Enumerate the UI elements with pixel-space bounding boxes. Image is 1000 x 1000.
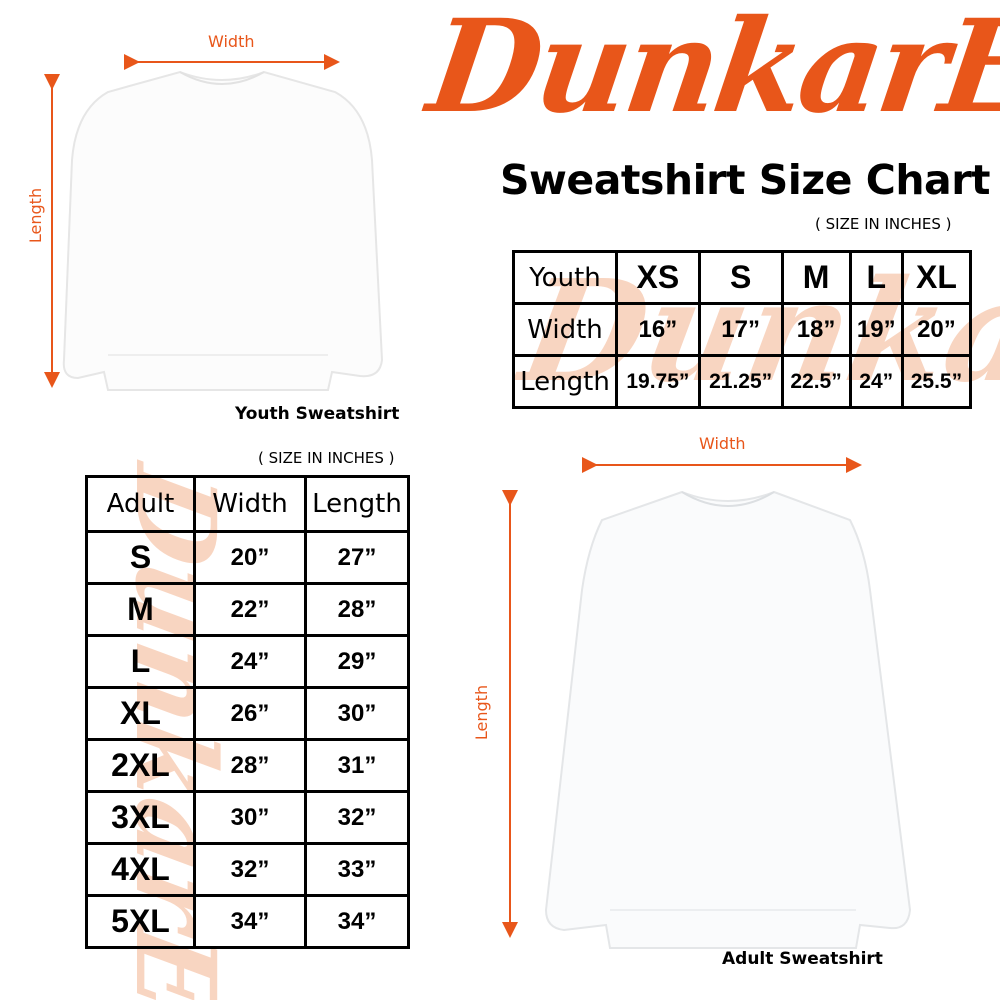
adult-units-note: ( SIZE IN INCHES ) — [258, 449, 395, 467]
table-cell: 16” — [615, 302, 701, 357]
youth-sweatshirt-image — [44, 54, 384, 391]
table-cell: 34” — [193, 894, 307, 949]
table-row: M 22” 28” — [85, 582, 410, 637]
table-header-cell: Length — [304, 475, 410, 533]
table-row: 5XL 34” 34” — [85, 894, 410, 949]
row-label: Width — [512, 302, 618, 357]
table-cell: 20” — [193, 530, 307, 585]
table-cell: 28” — [193, 738, 307, 793]
table-header-cell: M — [780, 250, 852, 305]
row-label: M — [85, 582, 196, 637]
youth-width-label: Width — [208, 32, 255, 51]
table-cell: 34” — [304, 894, 410, 949]
brand-logo: DunkarE — [420, 0, 1000, 142]
youth-size-table: Youth XS S M L XL Width 16” 17” 18” 19” … — [512, 250, 973, 409]
row-label: Length — [512, 354, 618, 409]
table-cell: 27” — [304, 530, 410, 585]
table-cell: 19” — [848, 302, 904, 357]
table-cell: 28” — [304, 582, 410, 637]
row-label: 4XL — [85, 842, 196, 897]
table-header-cell: S — [697, 250, 784, 305]
table-row: 2XL 28” 31” — [85, 738, 410, 793]
row-label: 5XL — [85, 894, 196, 949]
table-header-row: Adult Width Length — [85, 475, 410, 533]
table-row: Width 16” 17” 18” 19” 20” — [512, 302, 973, 357]
table-header-cell: Adult — [85, 475, 196, 533]
table-cell: 32” — [304, 790, 410, 845]
table-row: Length 19.75” 21.25” 22.5” 24” 25.5” — [512, 354, 973, 409]
table-header-cell: Youth — [512, 250, 618, 305]
table-cell: 29” — [304, 634, 410, 689]
adult-width-label: Width — [699, 434, 746, 453]
table-header-row: Youth XS S M L XL — [512, 250, 973, 305]
table-cell: 25.5” — [900, 354, 973, 409]
table-cell: 30” — [304, 686, 410, 741]
table-header-cell: Width — [193, 475, 307, 533]
table-cell: 22” — [193, 582, 307, 637]
table-header-cell: L — [848, 250, 904, 305]
table-cell: 33” — [304, 842, 410, 897]
row-label: XL — [85, 686, 196, 741]
table-cell: 17” — [697, 302, 784, 357]
table-cell: 26” — [193, 686, 307, 741]
adult-caption: Adult Sweatshirt — [722, 949, 883, 969]
youth-caption: Youth Sweatshirt — [235, 404, 400, 424]
row-label: 2XL — [85, 738, 196, 793]
row-label: L — [85, 634, 196, 689]
table-cell: 24” — [848, 354, 904, 409]
table-cell: 19.75” — [615, 354, 701, 409]
table-row: 4XL 32” 33” — [85, 842, 410, 897]
table-cell: 32” — [193, 842, 307, 897]
table-cell: 30” — [193, 790, 307, 845]
table-header-cell: XL — [900, 250, 973, 305]
table-row: 3XL 30” 32” — [85, 790, 410, 845]
table-cell: 31” — [304, 738, 410, 793]
row-label: S — [85, 530, 196, 585]
table-cell: 22.5” — [780, 354, 852, 409]
youth-units-note: ( SIZE IN INCHES ) — [815, 215, 952, 233]
table-cell: 21.25” — [697, 354, 784, 409]
youth-length-label: Length — [26, 187, 46, 244]
adult-size-table: Adult Width Length S 20” 27” M 22” 28” L 24” 29”… — [85, 475, 410, 949]
table-row: XL 26” 30” — [85, 686, 410, 741]
table-cell: 20” — [900, 302, 973, 357]
page-title: Sweatshirt Size Chart — [500, 156, 991, 204]
adult-length-label: Length — [472, 684, 492, 741]
row-label: 3XL — [85, 790, 196, 845]
table-row: S 20” 27” — [85, 530, 410, 585]
table-cell: 24” — [193, 634, 307, 689]
adult-sweatshirt-image — [502, 457, 912, 949]
table-row: L 24” 29” — [85, 634, 410, 689]
table-header-cell: XS — [615, 250, 701, 305]
table-cell: 18” — [780, 302, 852, 357]
